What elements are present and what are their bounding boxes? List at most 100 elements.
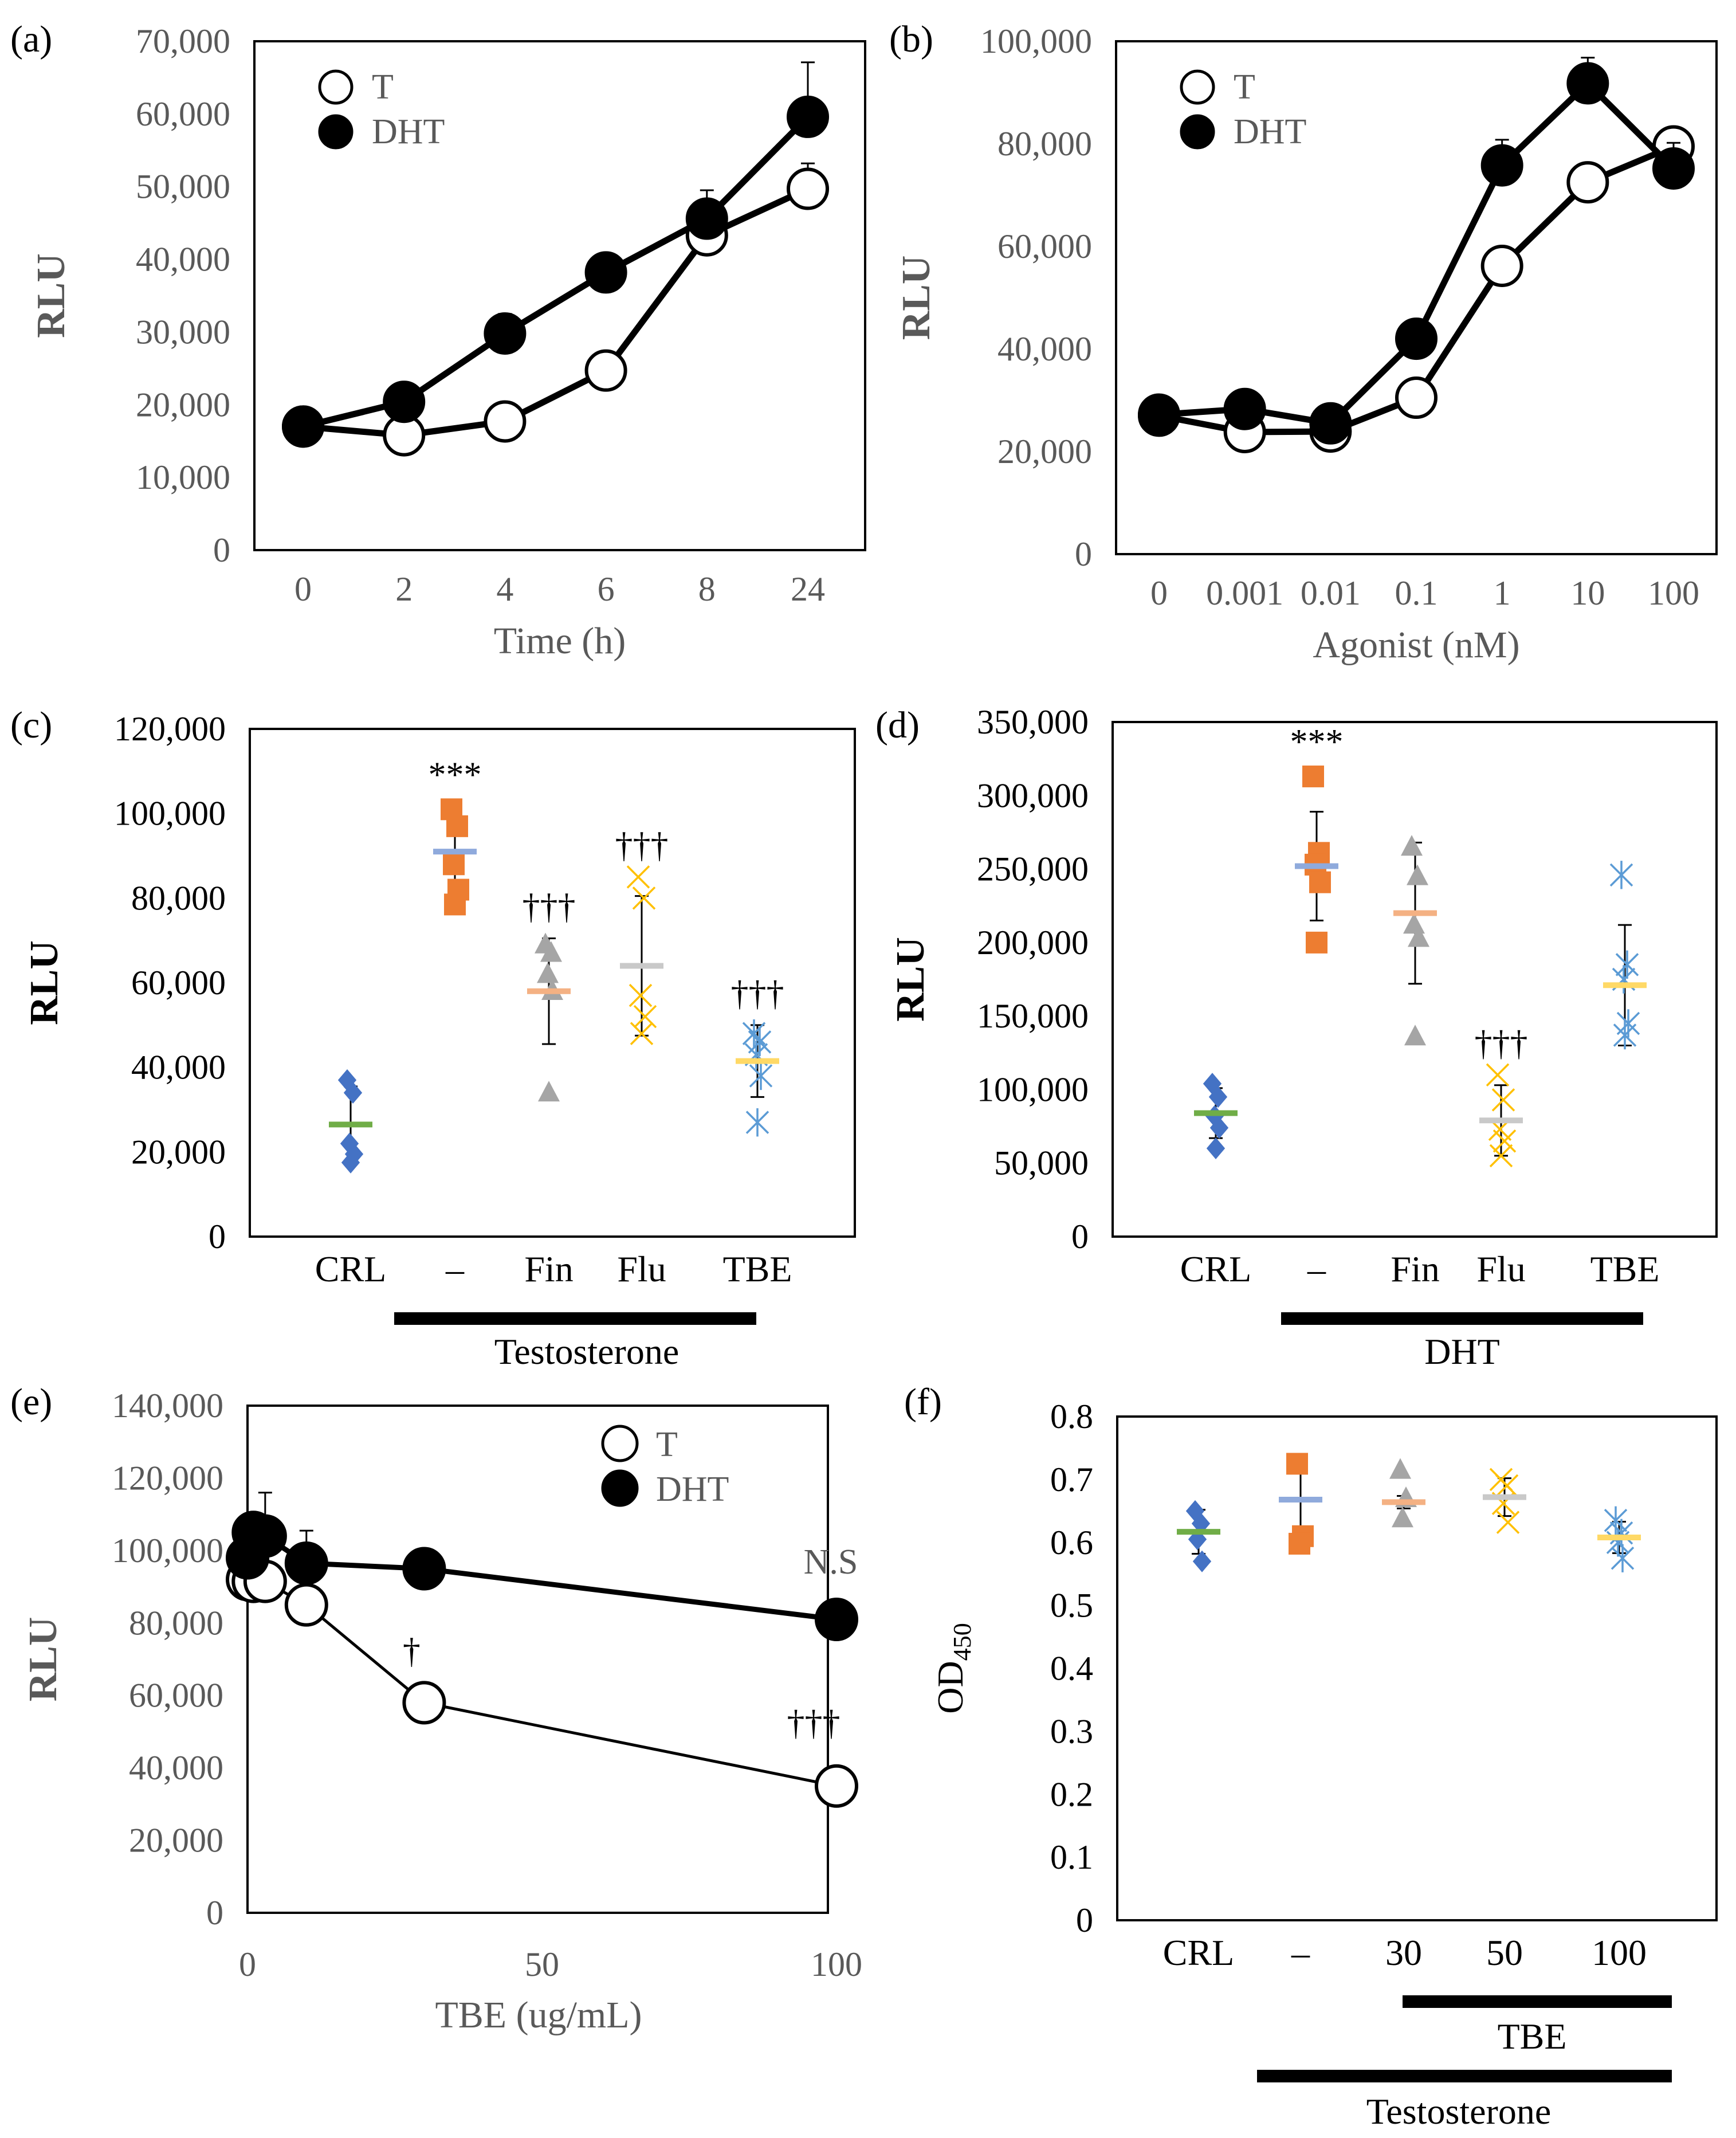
- y-tick-label: 0.5: [1050, 1587, 1093, 1625]
- x-tick-label: 100: [811, 1945, 862, 1983]
- data-point-Fin: [1403, 913, 1425, 934]
- y-tick-label: 350,000: [977, 703, 1089, 741]
- panel-label: (f): [904, 1381, 942, 1423]
- x-tick-label: CRL: [1163, 1932, 1234, 1973]
- data-point-CRL: [341, 1151, 360, 1174]
- x-tick-label: 100: [1648, 574, 1699, 612]
- y-tick-label: 120,000: [114, 710, 226, 748]
- legend-label: T: [1234, 68, 1255, 107]
- x-tick-label: 6: [598, 570, 615, 608]
- data-point-DHT: [383, 380, 426, 423]
- panel-label: (c): [10, 704, 52, 746]
- y-tick-label: 100,000: [977, 1070, 1089, 1108]
- y-tick-label: 300,000: [977, 776, 1089, 814]
- y-tick-label: 60,000: [997, 227, 1092, 265]
- data-point-TBE: [745, 1108, 769, 1137]
- significance-marker: ***: [1290, 723, 1344, 762]
- data-point-Flu: [626, 865, 650, 889]
- group-bar-label: Testosterone: [494, 1331, 680, 1372]
- data-point-Fin: [540, 941, 562, 962]
- data-point-DHT: [1223, 387, 1266, 430]
- legend-label: T: [656, 1425, 678, 1464]
- y-tick-label: 30,000: [136, 313, 230, 351]
- legend-marker: [601, 1425, 639, 1462]
- y-tick-label: 0.4: [1050, 1650, 1093, 1688]
- y-axis-title: RLU: [21, 1617, 65, 1702]
- data-point-Flu: [1486, 1063, 1510, 1087]
- data-point-Fin: [1401, 835, 1423, 856]
- data-point-DHT: [1309, 402, 1352, 445]
- y-tick-label: 0: [1075, 535, 1092, 573]
- x-tick-label: 50: [1486, 1932, 1523, 1973]
- data-point-DHT: [815, 1597, 858, 1641]
- legend-marker: [601, 1469, 639, 1507]
- legend-marker: [318, 69, 354, 105]
- y-tick-label: 20,000: [997, 433, 1092, 470]
- x-tick-label: 4: [496, 570, 513, 608]
- y-tick-label: 40,000: [129, 1749, 223, 1787]
- data-point-DHT: [1138, 393, 1180, 436]
- x-axis-title: TBE (ug/mL): [435, 1994, 642, 2036]
- x-axis-title: Time (h): [494, 620, 626, 662]
- y-axis-title-subscript: 450: [948, 1623, 976, 1661]
- y-tick-label: 40,000: [136, 241, 230, 278]
- x-tick-label: –: [1291, 1932, 1310, 1973]
- y-tick-label: 60,000: [136, 95, 230, 133]
- data-point-T: [787, 167, 829, 210]
- y-tick-label: 50,000: [136, 168, 230, 206]
- y-tick-label: 70,000: [136, 22, 230, 60]
- y-axis-title: RLU: [889, 937, 933, 1022]
- data-point-30: [1392, 1507, 1413, 1528]
- group-bar-testosterone: [394, 1312, 756, 1325]
- y-tick-label: 50,000: [994, 1144, 1089, 1182]
- x-tick-label: 1: [1494, 574, 1511, 612]
- data-point-T: [1395, 376, 1437, 419]
- y-axis-title: RLU: [894, 256, 938, 340]
- data-point-T: [584, 349, 627, 392]
- x-axis-title: Agonist (nM): [1313, 624, 1519, 666]
- legend-label: DHT: [656, 1470, 729, 1509]
- data-point-TBE: [1609, 861, 1633, 889]
- y-tick-label: 140,000: [112, 1387, 223, 1425]
- y-tick-label: 40,000: [131, 1049, 226, 1086]
- y-axis-title: OD450: [930, 1623, 976, 1713]
- data-point-Fin: [538, 1081, 560, 1102]
- legend-label: T: [372, 68, 394, 107]
- data-point-DHT: [584, 251, 627, 294]
- data-point-–: [446, 815, 468, 837]
- x-tick-label: TBE: [723, 1249, 792, 1289]
- y-tick-label: 100,000: [112, 1532, 223, 1570]
- x-tick-label: –: [445, 1249, 465, 1289]
- plot-frame-e: [246, 1405, 829, 1914]
- data-point-DHT: [243, 1514, 287, 1558]
- data-point-CRL: [343, 1081, 363, 1104]
- y-tick-label: 40,000: [997, 330, 1092, 368]
- data-point-–: [1309, 871, 1331, 893]
- x-tick-label: TBE: [1590, 1249, 1660, 1289]
- y-tick-label: 200,000: [977, 924, 1089, 962]
- data-point-DHT: [284, 1541, 328, 1585]
- x-tick-label: 8: [698, 570, 716, 608]
- x-tick-label: 0.1: [1395, 574, 1438, 612]
- data-point-CRL: [1206, 1137, 1226, 1160]
- significance-marker: †††: [787, 1704, 840, 1743]
- plot-frame-a: [253, 40, 866, 551]
- data-point-Fin: [1404, 1025, 1426, 1046]
- data-point-Flu: [633, 1005, 657, 1029]
- data-point-T: [402, 1681, 446, 1725]
- data-point-–: [1302, 765, 1324, 787]
- data-point-T: [1480, 245, 1523, 288]
- x-tick-label: 24: [791, 570, 825, 608]
- y-tick-label: 10,000: [136, 458, 230, 496]
- legend-marker: [1180, 69, 1215, 105]
- data-point-100: [1611, 1544, 1635, 1572]
- data-point-–: [444, 893, 466, 916]
- data-point-Flu: [1489, 1144, 1513, 1168]
- x-tick-label: CRL: [1180, 1249, 1251, 1289]
- y-tick-label: 80,000: [131, 879, 226, 917]
- y-tick-label: 0.3: [1050, 1712, 1093, 1750]
- data-point-Flu: [629, 983, 653, 1007]
- group-bar-label: DHT: [1424, 1331, 1500, 1372]
- y-tick-label: 0.7: [1050, 1461, 1093, 1498]
